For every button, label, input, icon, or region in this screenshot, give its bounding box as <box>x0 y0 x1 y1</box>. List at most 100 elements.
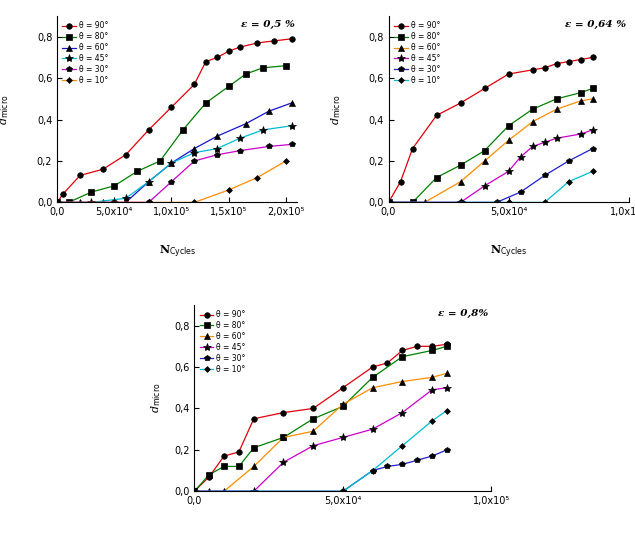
θ = 45° <box>541 139 549 146</box>
θ = 90° <box>384 360 391 366</box>
θ = 80° <box>385 199 392 206</box>
Line: θ = 90°: θ = 90° <box>55 36 295 205</box>
θ = 90° <box>253 40 261 46</box>
θ = 90° <box>190 488 198 494</box>
θ = 30° <box>493 199 500 206</box>
θ = 90° <box>529 67 537 73</box>
θ = 10° <box>282 158 290 164</box>
θ = 45° <box>529 143 537 150</box>
θ = 45° <box>589 127 596 133</box>
θ = 10° <box>53 199 61 206</box>
θ = 45° <box>53 199 61 206</box>
θ = 45° <box>250 488 258 494</box>
Line: θ = 80°: θ = 80° <box>385 86 596 205</box>
θ = 60° <box>288 100 295 106</box>
θ = 90° <box>397 178 404 185</box>
θ = 45° <box>190 488 198 494</box>
θ = 80° <box>553 96 561 102</box>
θ = 90° <box>53 199 61 206</box>
θ = 80° <box>235 463 243 469</box>
θ = 90° <box>250 415 258 422</box>
θ = 80° <box>529 106 537 113</box>
θ = 80° <box>242 71 250 77</box>
θ = 45° <box>145 178 152 185</box>
θ = 45° <box>213 145 221 152</box>
θ = 80° <box>156 158 164 164</box>
θ = 30° <box>428 453 436 459</box>
θ = 80° <box>443 343 451 350</box>
Line: θ = 60°: θ = 60° <box>385 96 596 205</box>
θ = 45° <box>122 195 130 201</box>
θ = 45° <box>385 199 392 206</box>
θ = 80° <box>110 183 118 189</box>
θ = 60° <box>76 199 84 206</box>
θ = 90° <box>409 145 417 152</box>
Text: ε = 0,5 %: ε = 0,5 % <box>241 20 295 29</box>
θ = 60° <box>168 160 175 166</box>
θ = 60° <box>145 178 152 185</box>
θ = 45° <box>457 199 464 206</box>
θ = 60° <box>589 96 596 102</box>
θ = 90° <box>553 60 561 67</box>
θ = 10° <box>541 199 549 206</box>
θ = 90° <box>309 405 317 412</box>
θ = 80° <box>202 100 210 106</box>
θ = 45° <box>88 199 95 206</box>
θ = 80° <box>65 199 72 206</box>
θ = 90° <box>168 104 175 111</box>
θ = 45° <box>309 443 317 449</box>
θ = 90° <box>565 58 572 65</box>
θ = 80° <box>577 89 584 96</box>
θ = 80° <box>53 199 61 206</box>
Line: θ = 60°: θ = 60° <box>55 100 295 205</box>
θ = 80° <box>481 147 488 154</box>
θ = 90° <box>577 56 584 62</box>
θ = 45° <box>168 160 175 166</box>
θ = 60° <box>190 488 198 494</box>
θ = 45° <box>339 434 347 441</box>
θ = 80° <box>259 65 267 71</box>
θ = 80° <box>205 472 213 478</box>
θ = 45° <box>505 168 512 175</box>
θ = 90° <box>385 199 392 206</box>
Text: ε = 0,8%: ε = 0,8% <box>438 309 488 318</box>
θ = 30° <box>384 463 391 469</box>
θ = 90° <box>541 65 549 71</box>
θ = 90° <box>428 343 436 350</box>
Text: d$_{\rm micro}$: d$_{\rm micro}$ <box>0 94 11 124</box>
θ = 60° <box>553 106 561 113</box>
θ = 90° <box>76 172 84 179</box>
Legend: θ = 90°, θ = 80°, θ = 60°, θ = 45°, θ = 30°, θ = 10°: θ = 90°, θ = 80°, θ = 60°, θ = 45°, θ = … <box>61 20 110 87</box>
Line: θ = 60°: θ = 60° <box>192 371 450 494</box>
θ = 80° <box>190 488 198 494</box>
θ = 10° <box>399 443 406 449</box>
θ = 10° <box>225 187 232 193</box>
θ = 45° <box>259 127 267 133</box>
θ = 30° <box>236 147 244 154</box>
θ = 90° <box>369 364 377 370</box>
θ = 30° <box>53 199 61 206</box>
θ = 30° <box>457 199 464 206</box>
θ = 30° <box>288 141 295 147</box>
Line: θ = 90°: θ = 90° <box>192 341 450 494</box>
θ = 80° <box>279 434 287 441</box>
θ = 90° <box>413 343 421 350</box>
θ = 10° <box>385 199 392 206</box>
θ = 45° <box>399 410 406 416</box>
θ = 45° <box>279 459 287 466</box>
Text: d$_{\rm micro}$: d$_{\rm micro}$ <box>329 94 343 124</box>
θ = 30° <box>369 467 377 474</box>
Line: θ = 10°: θ = 10° <box>387 169 595 205</box>
Legend: θ = 90°, θ = 80°, θ = 60°, θ = 45°, θ = 30°, θ = 10°: θ = 90°, θ = 80°, θ = 60°, θ = 45°, θ = … <box>198 309 248 375</box>
θ = 45° <box>369 426 377 433</box>
θ = 80° <box>428 347 436 354</box>
θ = 30° <box>339 488 347 494</box>
Legend: θ = 90°, θ = 80°, θ = 60°, θ = 45°, θ = 30°, θ = 10°: θ = 90°, θ = 80°, θ = 60°, θ = 45°, θ = … <box>392 20 441 87</box>
θ = 45° <box>428 387 436 393</box>
θ = 60° <box>265 108 272 114</box>
θ = 30° <box>541 172 549 179</box>
θ = 90° <box>59 191 67 198</box>
θ = 60° <box>481 158 488 164</box>
θ = 30° <box>385 199 392 206</box>
θ = 90° <box>339 384 347 391</box>
